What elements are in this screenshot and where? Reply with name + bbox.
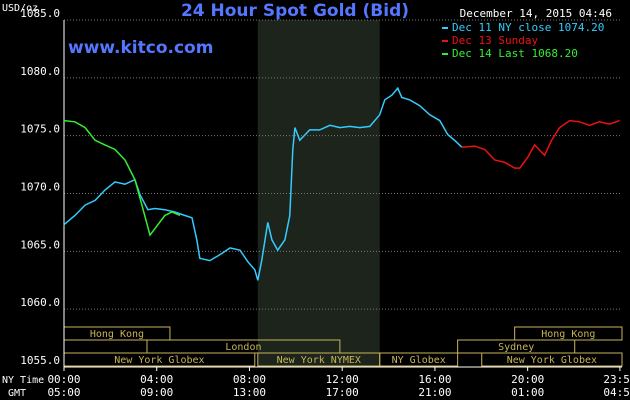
y-tick-label: 1065.0 bbox=[20, 238, 60, 251]
subtitle: www.kitco.com bbox=[68, 38, 213, 58]
timestamp: December 14, 2015 04:46 bbox=[460, 7, 612, 20]
y-tick-label: 1075.0 bbox=[20, 123, 60, 136]
session-label: New York NYMEX bbox=[277, 355, 361, 366]
gmt-tick-label: 17:00 bbox=[326, 386, 359, 399]
y-axis-label: USD/oz bbox=[2, 3, 38, 14]
y-tick-label: 1060.0 bbox=[20, 296, 60, 309]
gmt-tick-label: 01:00 bbox=[511, 386, 544, 399]
x-tick-label: 16:00 bbox=[418, 373, 451, 386]
y-tick-label: 1080.0 bbox=[20, 65, 60, 78]
price-line bbox=[461, 119, 620, 169]
gmt-tick-label: 21:00 bbox=[418, 386, 451, 399]
price-line bbox=[63, 86, 463, 281]
session-label: Hong Kong bbox=[541, 329, 595, 340]
legend-label: Dec 13 Sunday bbox=[452, 34, 538, 47]
y-tick-label: 1055.0 bbox=[20, 354, 60, 367]
price-line bbox=[63, 119, 181, 237]
gmt-tick-label: 04:59 bbox=[603, 386, 630, 399]
chart-title: 24 Hour Spot Gold (Bid) bbox=[181, 1, 409, 21]
x-tick-label: 23:59 bbox=[603, 373, 630, 386]
legend-label: Dec 14 Last 1068.20 bbox=[452, 47, 578, 60]
legend-label: Dec 11 NY close 1074.20 bbox=[452, 21, 604, 34]
session-label: Sydney bbox=[498, 342, 534, 353]
session-label: Hong Kong bbox=[90, 329, 144, 340]
gmt-tick-label: 09:00 bbox=[140, 386, 173, 399]
x-tick-label: 04:00 bbox=[140, 373, 173, 386]
session-label: NY Globex bbox=[392, 355, 446, 366]
x-tick-label: 08:00 bbox=[233, 373, 266, 386]
gmt-tick-label: 13:00 bbox=[233, 386, 266, 399]
x-tick-label: 20:00 bbox=[511, 373, 544, 386]
y-tick-label: 1070.0 bbox=[20, 181, 60, 194]
session-label: New York Globex bbox=[114, 355, 204, 366]
session-box bbox=[379, 352, 459, 367]
x-tick-label: 12:00 bbox=[326, 373, 359, 386]
session-label: New York Globex bbox=[507, 355, 597, 366]
y-tick-label: 1085.0 bbox=[20, 7, 60, 20]
session-label: London bbox=[225, 342, 261, 353]
x-row-label: GMT bbox=[8, 388, 26, 399]
x-row-label: NY Time bbox=[2, 375, 44, 386]
session-box bbox=[481, 352, 623, 367]
shaded-band bbox=[257, 20, 380, 367]
x-tick-label: 00:00 bbox=[47, 373, 80, 386]
gmt-tick-label: 05:00 bbox=[47, 386, 80, 399]
